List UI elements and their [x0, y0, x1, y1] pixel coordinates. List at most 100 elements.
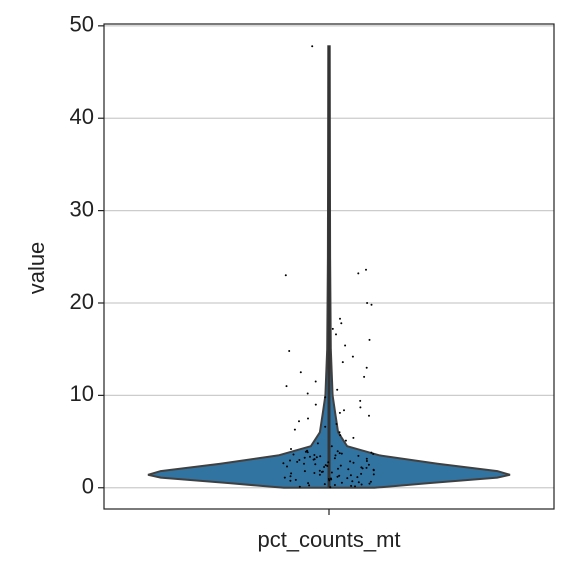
point: [330, 471, 333, 474]
point: [289, 479, 292, 482]
point: [323, 466, 326, 468]
point: [349, 460, 352, 463]
point: [338, 411, 341, 414]
point: [298, 485, 301, 488]
point: [338, 452, 341, 455]
point: [324, 396, 327, 399]
point: [318, 473, 321, 476]
point: [298, 459, 301, 461]
point: [303, 462, 305, 465]
point: [326, 465, 329, 467]
point: [327, 478, 330, 480]
point: [311, 45, 314, 48]
point: [313, 472, 316, 474]
point: [292, 453, 295, 456]
point: [365, 268, 367, 271]
y-tick-label: 10: [70, 381, 94, 406]
point: [338, 474, 341, 477]
point: [307, 417, 309, 420]
y-tick-label: 20: [70, 289, 94, 314]
point: [289, 475, 292, 478]
point: [365, 466, 368, 469]
point: [339, 434, 342, 437]
point: [365, 460, 368, 462]
point: [356, 476, 359, 479]
point: [333, 484, 336, 486]
point: [337, 467, 339, 470]
point: [333, 457, 336, 460]
point: [360, 472, 363, 475]
point: [334, 454, 337, 457]
point: [306, 392, 309, 395]
point: [307, 482, 310, 485]
point: [368, 482, 371, 485]
point: [354, 485, 356, 488]
point: [367, 463, 370, 466]
point: [372, 473, 375, 476]
point: [327, 461, 330, 464]
point: [360, 466, 363, 469]
point: [340, 322, 343, 325]
y-tick-label: 0: [82, 474, 94, 499]
point: [344, 344, 347, 347]
point: [283, 476, 286, 479]
point: [290, 472, 293, 475]
x-tick-label: pct_counts_mt: [257, 527, 400, 552]
jitter-points: [282, 45, 375, 489]
point: [335, 423, 338, 425]
point: [293, 428, 296, 431]
point: [303, 470, 306, 473]
point: [344, 439, 347, 442]
point: [338, 431, 341, 434]
point: [308, 484, 311, 487]
point: [343, 409, 345, 412]
point: [336, 450, 339, 453]
point: [349, 474, 352, 477]
point: [347, 468, 350, 471]
point: [296, 460, 299, 463]
point: [290, 448, 292, 450]
point: [294, 478, 297, 481]
point: [330, 477, 332, 480]
point: [340, 481, 343, 484]
point: [370, 303, 373, 306]
point: [368, 338, 371, 341]
point: [289, 459, 291, 462]
point: [339, 464, 342, 467]
point: [316, 442, 319, 445]
point: [365, 457, 368, 460]
point: [359, 399, 362, 402]
point: [314, 463, 317, 466]
point: [369, 480, 372, 483]
point: [350, 484, 353, 487]
point: [366, 302, 369, 304]
point: [357, 272, 360, 275]
point: [319, 455, 322, 458]
point: [299, 371, 302, 374]
point: [357, 454, 360, 457]
point: [313, 454, 316, 456]
point: [282, 462, 285, 465]
point: [352, 436, 355, 439]
point: [318, 469, 321, 472]
point: [372, 453, 375, 455]
point: [329, 486, 332, 489]
point: [346, 477, 349, 480]
point: [357, 481, 360, 484]
point: [315, 456, 318, 459]
point: [321, 470, 324, 473]
point: [352, 461, 355, 464]
point: [324, 425, 327, 428]
point: [363, 375, 366, 378]
point: [324, 464, 327, 467]
y-axis-label: value: [24, 242, 49, 295]
point: [370, 451, 373, 454]
point: [331, 327, 334, 330]
point: [314, 403, 317, 406]
point: [286, 465, 288, 468]
point: [314, 380, 317, 383]
point: [336, 388, 339, 391]
point: [306, 451, 309, 454]
point: [330, 445, 333, 448]
